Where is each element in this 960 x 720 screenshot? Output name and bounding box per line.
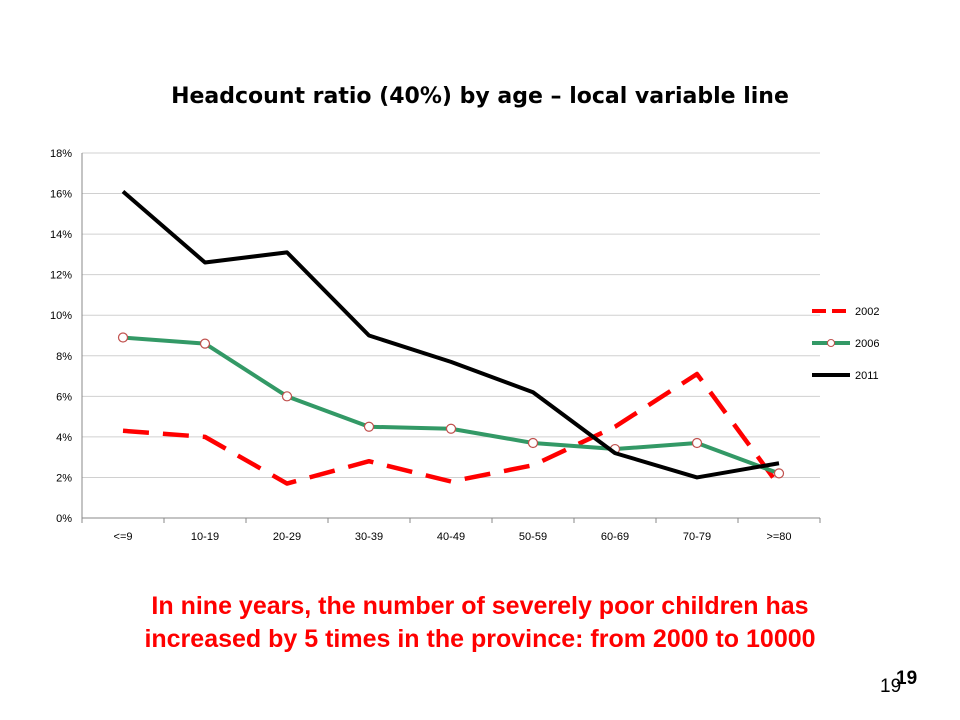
data-point: [363, 421, 375, 432]
page-number-bold: 19: [896, 668, 918, 689]
data-point: [691, 437, 703, 449]
data-point: [199, 338, 211, 349]
series-line-2011: [121, 190, 780, 480]
y-tick-label: 8%: [56, 351, 72, 363]
series-line-2002: [122, 371, 781, 487]
gridlines: [81, 152, 820, 519]
data-point: [773, 468, 785, 479]
series-2011: [121, 190, 780, 480]
legend-label: 2002: [855, 306, 879, 318]
y-axis-ticks: 0% 2% 4% 6% 8% 10% 12% 14% 16% 18%: [50, 148, 72, 525]
y-tick-label: 18%: [50, 148, 72, 160]
x-tick-label: 20-29: [273, 531, 301, 543]
x-tick-label: 60-69: [601, 531, 629, 543]
series-line-2006: [122, 335, 780, 476]
page-number: 19: [880, 676, 902, 697]
y-tick-label: 0%: [56, 513, 72, 525]
y-tick-label: 2%: [56, 472, 72, 484]
series-2006: [117, 332, 785, 479]
x-tick-label: 70-79: [683, 531, 711, 543]
data-point: [527, 437, 539, 449]
legend-item-2011: 2011: [812, 370, 879, 382]
legend-label: 2011: [855, 370, 879, 382]
x-tick-label: 10-19: [191, 531, 219, 543]
x-axis-ticks: <=9 10-19 20-29 30-39 40-49 50-59 60-69 70-79 >=…: [81, 518, 821, 543]
y-tick-label: 6%: [56, 391, 72, 403]
series-2002: [122, 371, 781, 487]
x-tick-label: <=9: [114, 531, 133, 543]
caption-line-1: In nine years, the number of severely po…: [151, 592, 809, 620]
x-tick-label: 50-59: [519, 531, 547, 543]
x-tick-label: >=80: [766, 531, 791, 543]
legend-marker: [827, 339, 835, 347]
series-layer: [117, 190, 785, 487]
data-point: [281, 391, 293, 402]
slide-caption: In nine years, the number of severely po…: [20, 590, 940, 656]
caption-line-2: increased by 5 times in the province: fr…: [144, 625, 816, 653]
y-tick-label: 10%: [50, 310, 72, 322]
y-tick-label: 14%: [50, 229, 72, 241]
y-tick-label: 16%: [50, 189, 72, 201]
legend-label: 2006: [855, 338, 879, 350]
y-tick-label: 12%: [50, 270, 72, 282]
legend-item-2006: 2006: [812, 338, 879, 350]
data-point: [445, 423, 457, 434]
legend-item-2002: 2002: [812, 306, 879, 318]
legend: 2002 2006 2011: [812, 306, 879, 382]
x-tick-label: 40-49: [437, 531, 465, 543]
y-tick-label: 4%: [56, 432, 72, 444]
x-tick-label: 30-39: [355, 531, 383, 543]
chart-title: Headcount ratio (40%) by age – local var…: [171, 84, 789, 109]
data-point: [117, 332, 129, 343]
